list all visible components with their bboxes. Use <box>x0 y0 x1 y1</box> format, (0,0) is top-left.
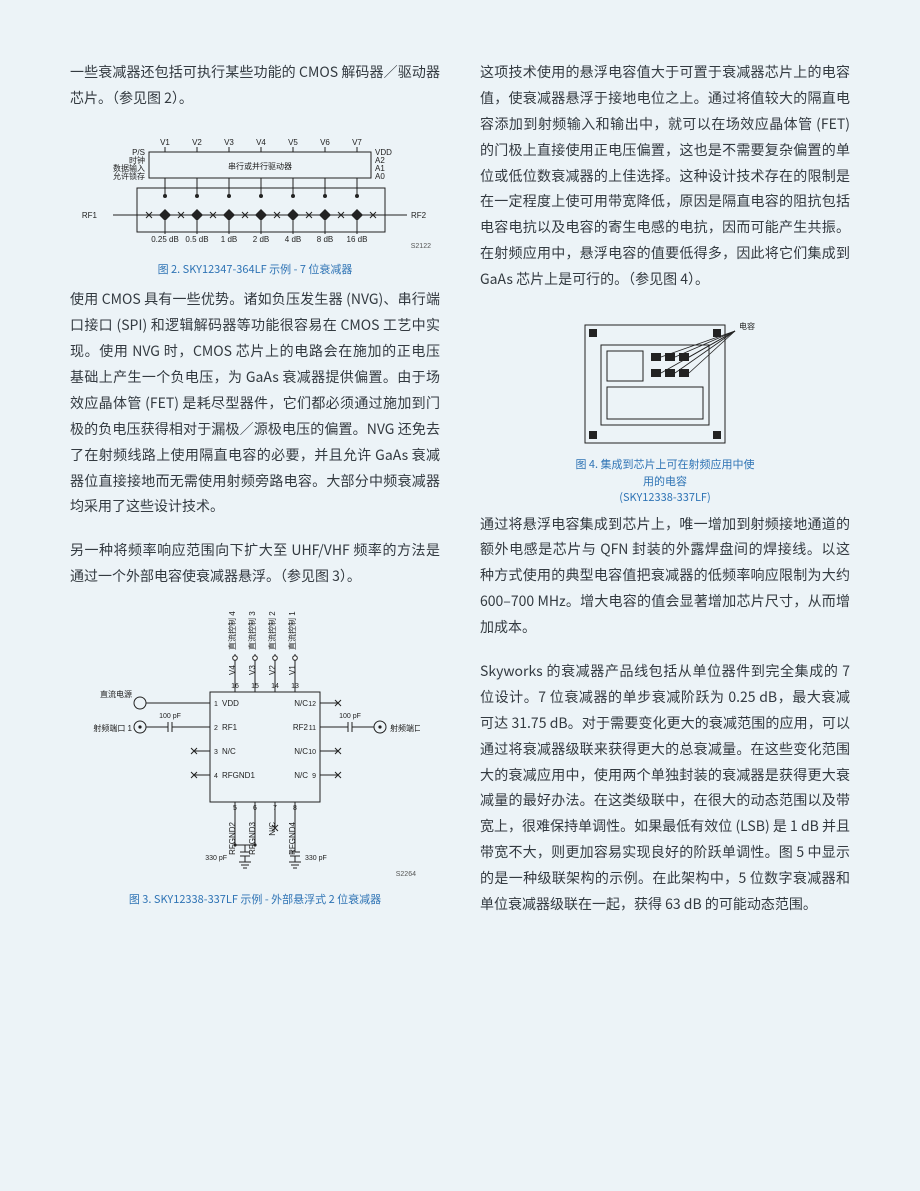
figure-3: 直流控制 4 直流控制 3 直流控制 2 直流控制 1 16 15 14 <box>90 610 420 908</box>
svg-text:V3: V3 <box>224 138 234 147</box>
svg-text:V1: V1 <box>288 665 297 675</box>
svg-text:直流控制 1: 直流控制 1 <box>287 611 297 650</box>
svg-text:直流控制 3: 直流控制 3 <box>247 611 257 650</box>
svg-text:V2: V2 <box>192 138 202 147</box>
svg-text:N/C: N/C <box>294 771 308 780</box>
svg-text:3: 3 <box>214 749 218 756</box>
figure-4-caption: 图 4. 集成到芯片上可在射频应用中使用的电容 (SKY12338-337LF) <box>575 456 755 506</box>
svg-text:S2122: S2122 <box>411 243 431 250</box>
svg-text:14: 14 <box>271 683 279 690</box>
para-right-1: 这项技术使用的悬浮电容值大于可置于衰减器芯片上的电容值，使衰减器悬浮于接地电位之… <box>480 60 850 293</box>
svg-text:电容: 电容 <box>739 321 755 331</box>
svg-text:V5: V5 <box>288 138 298 147</box>
para-right-2: 通过将悬浮电容集成到芯片上，唯一增加到射频接地通道的额外电感是芯片与 QFN 封… <box>480 512 850 641</box>
svg-text:11: 11 <box>309 725 316 732</box>
figure-2-svg: 串行或并行驱动器 P/S 时钟 数据输入 允许锁存 VDD A2 A1 A0 V… <box>75 130 435 250</box>
svg-text:0.25 dB: 0.25 dB <box>151 235 179 244</box>
figure-2-caption: 图 2. SKY12347-364LF 示例 - 7 位衰减器 <box>75 261 435 278</box>
svg-text:RF2: RF2 <box>411 211 427 220</box>
svg-text:9: 9 <box>312 773 316 780</box>
figure-3-caption: 图 3. SKY12338-337LF 示例 - 外部悬浮式 2 位衰减器 <box>90 891 420 908</box>
svg-text:直流控制 4: 直流控制 4 <box>227 611 237 650</box>
svg-text:RF1: RF1 <box>222 723 238 732</box>
svg-text:4: 4 <box>214 773 218 780</box>
svg-text:13: 13 <box>291 683 299 690</box>
svg-text:16: 16 <box>231 683 239 690</box>
svg-text:V4: V4 <box>228 665 237 675</box>
svg-text:330 pF: 330 pF <box>305 855 327 862</box>
svg-text:100 pF: 100 pF <box>159 713 181 720</box>
figure-2: 串行或并行驱动器 P/S 时钟 数据输入 允许锁存 VDD A2 A1 A0 V… <box>75 130 435 278</box>
svg-text:射频端口 2: 射频端口 2 <box>390 723 420 733</box>
svg-text:RFGND1: RFGND1 <box>222 771 255 780</box>
svg-text:A0: A0 <box>375 172 385 181</box>
svg-text:RF1: RF1 <box>82 211 98 220</box>
para-left-3: 另一种将频率响应范围向下扩大至 UHF/VHF 频率的方法是通过一个外部电容使衰… <box>70 538 440 590</box>
svg-text:V2: V2 <box>268 665 277 675</box>
figure-4: 电容 图 4. 集成到芯片上可在射频应用中使用的电容 (SKY12338-337… <box>575 315 755 506</box>
para-right-3: Skyworks 的衰减器产品线包括从单位器件到完全集成的 7 位设计。7 位衰… <box>480 659 850 918</box>
svg-text:6: 6 <box>253 805 257 812</box>
svg-text:N/C: N/C <box>294 699 308 708</box>
svg-text:RFGND2: RFGND2 <box>228 822 237 855</box>
svg-text:直流控制 2: 直流控制 2 <box>267 611 277 650</box>
svg-text:N/C: N/C <box>294 747 308 756</box>
svg-text:7: 7 <box>273 805 277 812</box>
svg-text:V7: V7 <box>352 138 362 147</box>
svg-text:直流电源: 直流电源 <box>100 689 132 699</box>
svg-text:RFGND3: RFGND3 <box>248 822 257 855</box>
svg-text:V4: V4 <box>256 138 266 147</box>
svg-text:8 dB: 8 dB <box>317 235 333 244</box>
svg-text:V3: V3 <box>248 665 257 675</box>
svg-text:4 dB: 4 dB <box>285 235 301 244</box>
svg-text:1 dB: 1 dB <box>221 235 237 244</box>
svg-text:VDD: VDD <box>222 699 239 708</box>
figure-4-caption-l1: 图 4. 集成到芯片上可在射频应用中使用的电容 <box>575 456 754 489</box>
svg-text:8: 8 <box>293 805 297 812</box>
fig2-driver-label: 串行或并行驱动器 <box>228 161 292 171</box>
svg-text:2: 2 <box>214 725 218 732</box>
svg-text:5: 5 <box>233 805 237 812</box>
figure-4-svg: 电容 <box>575 315 755 445</box>
svg-text:0.5 dB: 0.5 dB <box>185 235 208 244</box>
svg-text:1: 1 <box>214 701 218 708</box>
svg-text:16 dB: 16 dB <box>347 235 368 244</box>
svg-text:10: 10 <box>308 749 316 756</box>
svg-text:330 pF: 330 pF <box>205 855 227 862</box>
para-left-1: 一些衰减器还包括可执行某些功能的 CMOS 解码器／驱动器芯片。（参见图 2）。 <box>70 60 440 112</box>
para-left-2: 使用 CMOS 具有一些优势。诸如负压发生器 (NVG)、串行端口接口 (SPI… <box>70 287 440 520</box>
svg-text:V6: V6 <box>320 138 330 147</box>
svg-text:S2264: S2264 <box>396 871 416 878</box>
svg-text:RF2: RF2 <box>293 723 309 732</box>
svg-text:允许锁存: 允许锁存 <box>113 171 145 181</box>
svg-text:N/C: N/C <box>222 747 236 756</box>
svg-text:N/C: N/C <box>268 822 277 836</box>
svg-text:15: 15 <box>251 683 259 690</box>
svg-text:2 dB: 2 dB <box>253 235 269 244</box>
svg-text:射频端口 1: 射频端口 1 <box>93 723 132 733</box>
svg-text:V1: V1 <box>160 138 170 147</box>
svg-text:RFGND4: RFGND4 <box>288 822 297 855</box>
figure-4-caption-l2: (SKY12338-337LF) <box>619 489 710 505</box>
figure-3-svg: 直流控制 4 直流控制 3 直流控制 2 直流控制 1 16 15 14 <box>90 610 420 880</box>
svg-text:100 pF: 100 pF <box>339 713 361 720</box>
svg-text:12: 12 <box>308 701 316 708</box>
